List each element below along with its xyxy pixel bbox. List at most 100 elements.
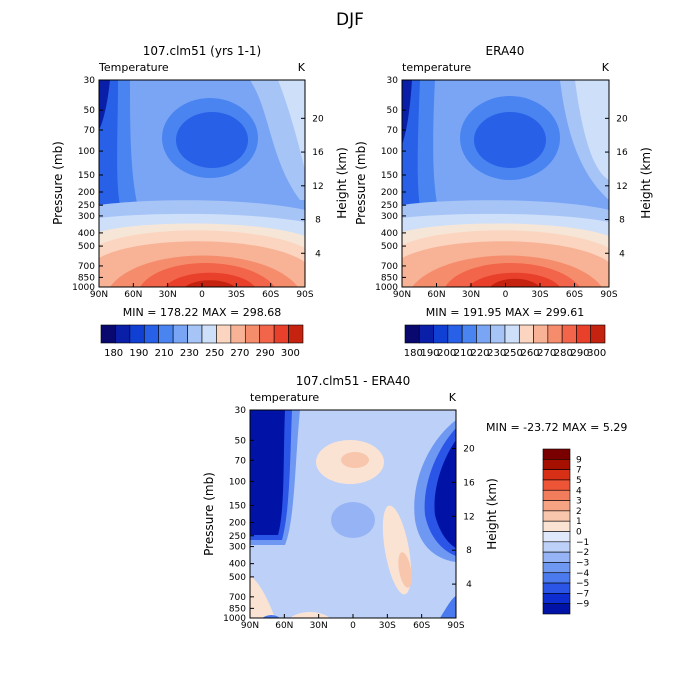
- colorbar-label: 230: [487, 348, 506, 359]
- fill-warm-top-core: [341, 452, 369, 468]
- y-tick-label: 300: [381, 212, 398, 222]
- panel-model-units: K: [298, 61, 306, 74]
- colorbar-swatch: [542, 531, 571, 543]
- colorbar-swatch: [542, 448, 571, 460]
- y-tick-label: 700: [229, 593, 246, 603]
- colorbar-label: 300: [587, 348, 606, 359]
- x-tick-label: 90N: [393, 290, 411, 300]
- fill-warm-bottom-left: [250, 575, 275, 618]
- colorbar-label: 0: [576, 528, 582, 538]
- colorbar-swatch: [230, 324, 246, 344]
- y-tick-label: 400: [78, 229, 95, 239]
- y-tick-label: 250: [78, 201, 95, 211]
- colorbar-label: 200: [437, 348, 456, 359]
- y-tick-label: 500: [229, 573, 246, 583]
- colorbar-swatch: [273, 324, 289, 344]
- colorbar-swatch: [590, 324, 606, 344]
- x-tick-label: 90N: [90, 290, 108, 300]
- y-tick-label: 700: [381, 262, 398, 272]
- panel-era40-title: ERA40: [486, 44, 525, 58]
- colorbar-swatch: [433, 324, 449, 344]
- colorbar-swatch: [542, 541, 571, 553]
- panel-difference: 107.clm51 - ERA40 temperature K 30507010…: [202, 374, 627, 631]
- colorbar-swatch: [547, 324, 563, 344]
- colorbar-swatch: [461, 324, 477, 344]
- height-tick-label: 12: [616, 182, 627, 192]
- colorbar-label: 220: [470, 348, 489, 359]
- colorbar-label: 290: [570, 348, 589, 359]
- colorbar-swatch: [542, 479, 571, 491]
- colorbar-swatch: [542, 572, 571, 584]
- colorbar-label: 270: [537, 348, 556, 359]
- y-tick-label: 50: [235, 436, 247, 446]
- y-tick-label: 250: [229, 532, 246, 542]
- y-tick-label: 70: [235, 456, 247, 466]
- height-tick-label: 16: [616, 148, 628, 158]
- fill-left-darker: [99, 80, 110, 130]
- colorbar-swatch: [542, 520, 571, 532]
- y-tick-label: 300: [229, 543, 246, 553]
- y-tick-label: 50: [387, 106, 399, 116]
- colorbar-label: −1: [576, 538, 589, 548]
- panel-model-contours: [99, 80, 305, 287]
- colorbar-swatch: [542, 603, 571, 615]
- colorbar-label: 190: [129, 348, 148, 359]
- fill-warm-bottom: [290, 612, 330, 618]
- x-tick-label: 60S: [566, 290, 583, 300]
- panel-era40-contours: [402, 80, 609, 287]
- x-tick-label: 30N: [159, 290, 177, 300]
- y-tick-label: 150: [78, 171, 95, 181]
- x-tick-label: 60N: [124, 290, 142, 300]
- colorbar-label: 210: [155, 348, 174, 359]
- colorbar-label: 7: [576, 466, 582, 476]
- colorbar-label: 210: [454, 348, 473, 359]
- colorbar-label: 1: [576, 517, 582, 527]
- x-tick-label: 30N: [462, 290, 480, 300]
- colorbar-swatch: [518, 324, 534, 344]
- x-tick-label: 0: [199, 290, 205, 300]
- x-tick-label: 0: [503, 290, 509, 300]
- y-tick-label: 30: [387, 76, 399, 86]
- colorbar-swatch: [447, 324, 463, 344]
- panel-model-minmax: MIN = 178.22 MAX = 298.68: [123, 306, 281, 319]
- height-tick-label: 8: [315, 216, 321, 226]
- y-tick-label: 500: [381, 242, 398, 252]
- colorbar-label: −9: [576, 600, 590, 610]
- colorbar-swatch: [542, 459, 571, 470]
- y-tick-label: 70: [84, 126, 96, 136]
- height-tick-label: 8: [466, 546, 472, 556]
- height-tick-label: 16: [312, 148, 324, 158]
- colorbar-swatch: [216, 324, 232, 344]
- fill-warm-mid-core: [398, 552, 412, 588]
- colorbar-swatch: [115, 324, 131, 344]
- colorbar-label: 250: [205, 348, 224, 359]
- fill-center-blue: [331, 502, 375, 538]
- panel-difference-variable: temperature: [250, 391, 319, 404]
- colorbar-label: 180: [404, 348, 423, 359]
- y-tick-label: 70: [387, 126, 399, 136]
- colorbar-swatch: [542, 489, 571, 501]
- fill-right-lightest: [278, 80, 305, 170]
- colorbar-swatch: [542, 593, 571, 604]
- x-tick-label: 90S: [447, 621, 464, 631]
- height-tick-label: 4: [315, 249, 321, 259]
- y-tick-label: 50: [84, 106, 96, 116]
- y-tick-label: 200: [229, 519, 246, 529]
- fill-right-3: [434, 440, 456, 548]
- colorbar-swatch: [259, 324, 275, 344]
- y-tick-label: 200: [381, 188, 398, 198]
- y-tick-label: 300: [78, 212, 95, 222]
- colorbar-label: 3: [576, 497, 582, 507]
- y-tick-label: 850: [229, 604, 246, 614]
- colorbar-label: −2: [576, 548, 589, 558]
- height-tick-label: 20: [312, 114, 324, 124]
- y-tick-label: 700: [78, 262, 95, 272]
- x-tick-label: 90N: [241, 621, 259, 631]
- y-tick-label: 200: [78, 188, 95, 198]
- x-tick-label: 30N: [310, 621, 328, 631]
- colorbar-swatch: [542, 562, 571, 574]
- colorbar-swatch: [244, 324, 261, 344]
- height-tick-label: 16: [463, 478, 475, 488]
- panel-model-variable: Temperature: [98, 61, 169, 74]
- y-tick-label: 100: [78, 147, 95, 157]
